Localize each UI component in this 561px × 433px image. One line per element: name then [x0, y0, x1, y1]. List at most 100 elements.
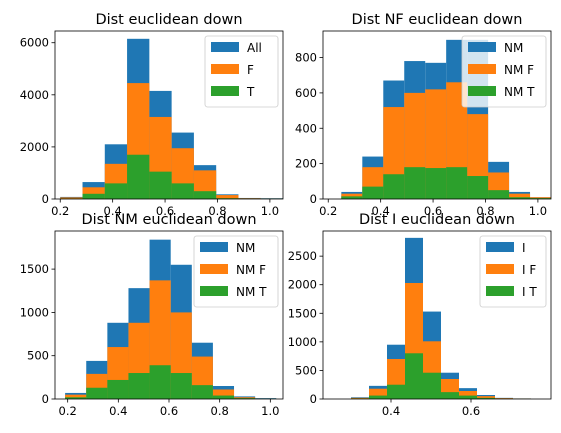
y-tick-label: 1000: [20, 305, 49, 319]
x-tick-label: 1.0: [261, 404, 279, 418]
x-tick-label: 0.2: [51, 204, 69, 218]
bar-nm-t-0: [65, 397, 87, 399]
bar-f-1: [82, 187, 105, 199]
chart-panel-3: 0.2 0.4 0.6 0.8 1.0 0 500 1000 1500 Dist NM eucli…: [20, 212, 284, 418]
legend-label: NM T: [236, 285, 267, 299]
x-tick-label: 0.6: [424, 204, 442, 218]
legend-swatch: [468, 42, 496, 52]
bar-nm-9: [255, 398, 277, 399]
x-tick-label: 0.8: [476, 204, 494, 218]
y-tick-label: 0: [310, 192, 317, 206]
legend-swatch: [486, 286, 514, 296]
legend-swatch: [468, 64, 496, 74]
legend-swatch: [486, 264, 514, 274]
chart-title: Dist euclidean down: [95, 12, 242, 28]
legend-swatch: [211, 42, 239, 52]
axes-frame: [322, 230, 552, 400]
bar-nm-t-2: [383, 174, 405, 199]
bar-i-t-4: [423, 372, 441, 399]
bar-nm-t-7: [212, 395, 235, 399]
bar-t-1: [82, 193, 105, 199]
legend-swatch: [211, 64, 239, 74]
bar-nm-t-8: [234, 398, 256, 399]
chart-title: Dist I euclidean down: [359, 212, 515, 228]
legend-swatch: [468, 86, 496, 96]
bar-nm-f-0: [65, 394, 87, 399]
y-tick-label: 4000: [20, 88, 49, 102]
y-tick-label: 500: [27, 349, 49, 363]
bar-i-t-7: [477, 397, 495, 399]
bar-nm-t-1: [86, 387, 108, 399]
legend-swatch: [200, 286, 228, 296]
bar-i-t-3: [405, 353, 423, 399]
bar-t-6: [193, 191, 217, 199]
legend-label: I F: [522, 263, 536, 277]
bar-nm-t-6: [191, 385, 213, 399]
bar-nm-f-7: [212, 389, 235, 399]
y-tick-label: 400: [295, 121, 317, 135]
bar-i-f-7: [477, 396, 495, 399]
y-tick-label: 2000: [288, 278, 317, 292]
bar-nm-t-6: [467, 176, 489, 199]
bar-nm-t-5: [170, 373, 192, 399]
bar-nm-t-2: [107, 379, 129, 399]
bar-nm-t-5: [446, 167, 468, 199]
y-tick-label: 200: [295, 157, 317, 171]
legend-swatch: [486, 242, 514, 252]
y-tick-label: 6000: [20, 36, 49, 50]
legend-label: NM T: [504, 85, 535, 99]
bar-nm-f-8: [509, 193, 531, 199]
axes-frame: [322, 30, 552, 200]
x-tick-label: 0.6: [156, 204, 174, 218]
bar-i-t-5: [441, 392, 459, 399]
x-tick-label: 0.8: [211, 404, 229, 418]
x-tick-label: 0.2: [59, 404, 77, 418]
x-tick-label: 0.6: [160, 404, 178, 418]
bar-t-5: [171, 183, 194, 199]
x-tick-label: 1.0: [261, 204, 279, 218]
y-tick-label: 1000: [288, 335, 317, 349]
bar-t-2: [104, 183, 128, 199]
bar-f-7: [216, 195, 239, 199]
bar-t-3: [127, 154, 150, 199]
chart-panel-1: 0.2 0.4 0.6 0.8 1.0 0 2000 4000 6000 Dist euclide…: [20, 12, 284, 218]
bar-f-0: [60, 197, 83, 199]
bar-nm-t-8: [509, 197, 531, 199]
legend-label: NM: [504, 41, 523, 55]
y-tick-label: 0: [310, 392, 317, 406]
axes-frame: [54, 30, 284, 200]
y-tick-label: 800: [295, 51, 317, 65]
y-tick-label: 1500: [288, 306, 317, 320]
bar-nm-t-7: [488, 190, 510, 199]
bar-nm-t-4: [149, 365, 171, 399]
bar-i-f-1: [369, 388, 387, 399]
bar-nm-t-3: [128, 373, 150, 399]
bar-i-t-6: [459, 395, 477, 399]
chart-panel-4: 0.4 0.6 0 500 1000 1500 2000 2500 Dist I euclide…: [288, 212, 552, 418]
bar-i-f-6: [459, 391, 477, 399]
legend-swatch: [200, 264, 228, 274]
chart-title: Dist NM euclidean down: [81, 212, 256, 228]
y-tick-label: 2500: [288, 249, 317, 263]
chart-panel-2: 0.2 0.4 0.6 0.8 1.0 0 200 400 600 800 Dist NF eucl…: [295, 12, 552, 218]
legend-label: NM F: [236, 263, 266, 277]
x-tick-label: 0.4: [382, 404, 400, 418]
legend-swatch: [200, 242, 228, 252]
y-tick-label: 600: [295, 86, 317, 100]
legend-swatch: [211, 86, 239, 96]
bar-nm-t-9: [530, 198, 551, 199]
x-tick-label: 0.4: [104, 204, 122, 218]
x-tick-label: 0.8: [208, 204, 226, 218]
bar-i-f-8: [495, 398, 513, 399]
legend-label: I: [522, 241, 526, 255]
bar-i-t-1: [369, 395, 387, 399]
bar-nm-f-0: [341, 193, 363, 199]
x-tick-label: 0.6: [462, 404, 480, 418]
chart-title: Dist NF euclidean down: [352, 12, 523, 28]
bar-nm-t-1: [362, 186, 384, 199]
x-tick-label: 0.2: [319, 204, 337, 218]
y-tick-label: 500: [295, 363, 317, 377]
legend-label: T: [246, 85, 255, 99]
y-tick-label: 0: [42, 392, 49, 406]
